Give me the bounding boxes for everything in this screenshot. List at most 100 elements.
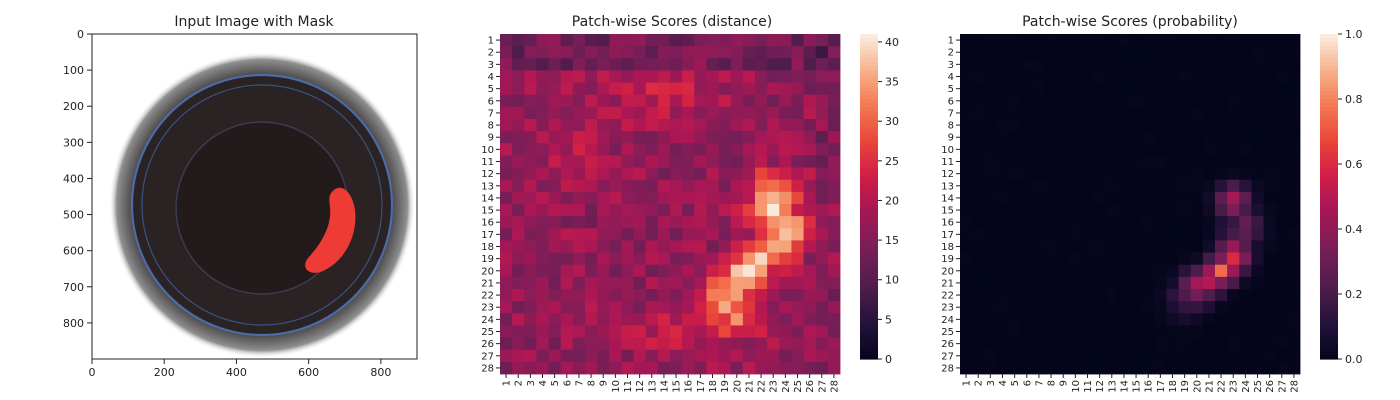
probability-cell <box>1190 337 1204 351</box>
probability-xtick-label: 28 <box>1289 380 1300 393</box>
distance-cell <box>548 325 562 338</box>
distance-colorbar-segment <box>860 172 878 177</box>
probability-cell <box>1130 228 1143 241</box>
probability-cell <box>1154 313 1167 326</box>
probability-cell <box>1227 106 1240 120</box>
probability-cell <box>1057 252 1070 266</box>
probability-xtick-label: 12 <box>1095 380 1106 393</box>
distance-cell <box>500 131 513 144</box>
distance-cell <box>621 240 634 253</box>
distance-cell <box>645 143 659 156</box>
probability-ytick-label: 11 <box>941 157 954 168</box>
probability-colorbar-segment <box>1320 172 1338 177</box>
probability-cell <box>1202 46 1216 59</box>
probability-cell <box>1093 313 1107 326</box>
distance-cell <box>572 70 586 83</box>
distance-cell <box>755 106 768 120</box>
distance-cell <box>633 325 647 338</box>
distance-ytick-label: 22 <box>481 291 494 302</box>
probability-cell <box>1117 58 1131 71</box>
probability-cell <box>1215 264 1228 278</box>
probability-cell <box>1057 46 1070 59</box>
distance-cell <box>633 313 647 326</box>
probability-cell <box>1239 349 1252 363</box>
distance-cell <box>706 94 719 108</box>
distance-cell <box>560 240 574 253</box>
distance-cell <box>791 167 804 181</box>
probability-ytick-label: 19 <box>941 254 954 265</box>
distance-cell <box>767 240 780 253</box>
distance-colorbar-segment <box>860 273 878 279</box>
probability-cell <box>1105 46 1119 59</box>
distance-cell <box>645 276 659 290</box>
probability-cell <box>1178 228 1192 241</box>
image-ytick-label: 400 <box>63 172 84 185</box>
distance-cell <box>645 349 659 363</box>
distance-cell <box>815 216 829 229</box>
distance-cell <box>500 276 513 290</box>
distance-cell <box>560 289 574 302</box>
probability-cell <box>1227 228 1240 241</box>
distance-cell <box>536 228 549 241</box>
distance-cell <box>524 276 537 290</box>
probability-cell <box>960 167 973 181</box>
probability-cell <box>1069 264 1082 278</box>
distance-cell <box>803 167 817 181</box>
probability-cell <box>1032 264 1046 278</box>
probability-cell <box>1081 276 1094 290</box>
distance-cell <box>779 46 792 59</box>
probability-cell <box>1105 228 1119 241</box>
distance-cell <box>548 46 562 59</box>
distance-cell <box>536 34 549 47</box>
distance-cell <box>815 70 829 83</box>
probability-cell <box>1215 204 1228 217</box>
probability-cell <box>1045 58 1058 71</box>
probability-colorbar-segment <box>1320 342 1338 348</box>
image-ytick-label: 600 <box>63 245 84 258</box>
distance-colorbar-segment <box>860 176 878 181</box>
probability-cell <box>996 167 1009 181</box>
probability-cell <box>1020 301 1034 314</box>
probability-cell <box>1251 119 1264 132</box>
distance-cell <box>694 131 707 144</box>
distance-cell <box>742 337 756 351</box>
probability-cell <box>1166 70 1179 83</box>
distance-cell <box>755 228 768 241</box>
distance-cell <box>633 289 647 302</box>
distance-cell <box>560 216 574 229</box>
probability-xtick-label: 24 <box>1241 380 1252 393</box>
probability-cell <box>1263 276 1277 290</box>
distance-cell <box>585 252 598 266</box>
distance-cell <box>597 46 610 59</box>
probability-cell <box>960 179 973 193</box>
probability-cell <box>1190 106 1204 120</box>
distance-cell <box>827 325 841 338</box>
probability-colorbar-segment <box>1320 306 1338 311</box>
probability-cell <box>1130 34 1143 47</box>
probability-cell <box>1093 82 1107 96</box>
probability-cell <box>1154 143 1167 156</box>
probability-ytick-label: 5 <box>948 84 954 95</box>
distance-cell <box>742 276 756 290</box>
probability-cell <box>1251 191 1264 205</box>
distance-cell <box>524 119 537 132</box>
probability-ytick-label: 22 <box>941 291 954 302</box>
distance-colorbar-label: 30 <box>885 115 899 128</box>
probability-cell <box>1287 325 1301 338</box>
distance-ytick-label: 13 <box>481 181 494 192</box>
probability-cell <box>1093 131 1107 144</box>
probability-cell <box>1069 228 1082 241</box>
probability-cell <box>972 58 985 71</box>
distance-cell <box>524 46 537 59</box>
distance-cell <box>730 167 744 181</box>
distance-cell <box>718 313 732 326</box>
distance-cell <box>767 94 780 108</box>
distance-cell <box>706 252 719 266</box>
probability-cell <box>1190 252 1204 266</box>
probability-cell <box>1045 289 1058 302</box>
probability-xtick-label: 11 <box>1083 380 1094 393</box>
distance-cell <box>742 240 756 253</box>
distance-ytick-label: 24 <box>481 315 494 326</box>
probability-cell <box>1202 301 1216 314</box>
